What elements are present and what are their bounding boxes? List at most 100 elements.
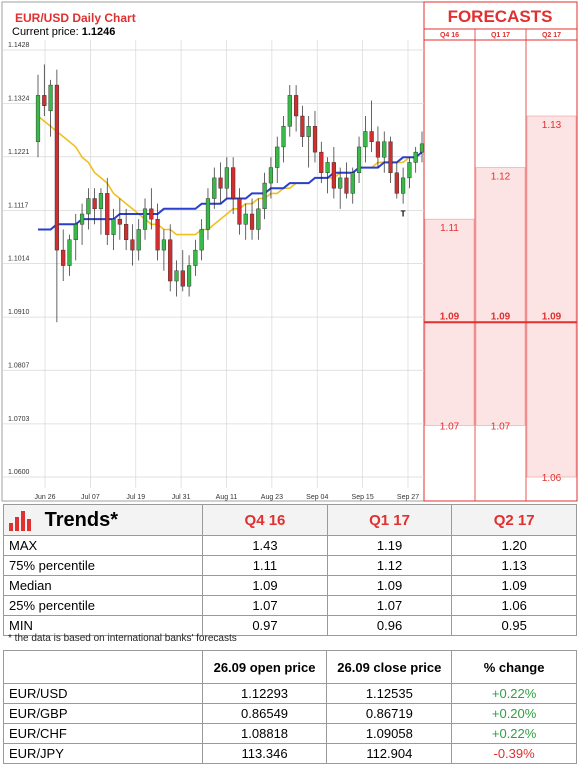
footnote: * the data is based on international ban… (8, 633, 237, 644)
candle (382, 131, 387, 173)
candle (294, 85, 299, 132)
y-tick-label: 1.1428 (8, 42, 30, 49)
candle (193, 239, 198, 276)
candle (300, 105, 305, 147)
x-tick-label: Sep 15 (352, 494, 374, 501)
y-tick-label: 1.0703 (8, 416, 30, 423)
candle (67, 234, 72, 276)
candle (375, 126, 381, 168)
table-row: EUR/JPY 113.346 112.904 -0.39% (3, 743, 577, 764)
current-price-line: Current price: 1.1246 (12, 26, 115, 38)
candle (275, 136, 280, 184)
forecast-value-label: 1.09 (491, 311, 511, 322)
trends-table: Trends* Q4 16 Q1 17 Q2 17 MAX 1.43 1.19 … (2, 504, 577, 636)
candle (199, 219, 204, 261)
open-price: 0.86549 (201, 703, 328, 724)
candle (92, 188, 97, 225)
candle (142, 198, 148, 240)
candle (168, 224, 173, 292)
trends-col-q4-16: Q4 16 (202, 504, 328, 536)
row-label: 25% percentile (2, 595, 204, 616)
cell-value: 1.09 (451, 575, 577, 596)
forecast-value-label: 1.12 (491, 172, 511, 183)
candle (256, 198, 261, 240)
x-tick-label: Jul 19 (126, 494, 145, 501)
cell-value: 1.07 (326, 595, 453, 616)
x-tick-label: Sep 27 (397, 494, 419, 501)
candle (117, 198, 122, 240)
candle (312, 110, 318, 163)
candle (331, 146, 336, 199)
y-tick-label: 1.0600 (8, 469, 30, 476)
candle (249, 198, 255, 240)
eurusd-chart: FORECASTS EUR/USD Daily Chart Current pr… (1, 1, 578, 502)
row-label: 75% percentile (2, 555, 204, 576)
candle (394, 162, 399, 199)
close-price: 0.86719 (326, 703, 453, 724)
candle (401, 167, 406, 204)
x-tick-label: Sep 04 (306, 494, 328, 501)
candle (86, 188, 91, 230)
cell-value: 1.12 (326, 555, 453, 576)
close-price: 1.12535 (326, 683, 453, 704)
cell-value: 1.43 (202, 535, 328, 556)
y-tick-label: 1.1324 (8, 96, 30, 103)
candle (124, 208, 129, 251)
cell-value: 1.20 (451, 535, 577, 556)
pair-label: EUR/GBP (3, 703, 203, 724)
change-value: -0.39% (451, 743, 577, 764)
pair-label: EUR/USD (3, 683, 203, 704)
candle (243, 203, 248, 240)
trends-header-row: Trends* Q4 16 Q1 17 Q2 17 (2, 504, 577, 536)
candle (149, 188, 154, 230)
change-value: +0.22% (451, 683, 577, 704)
candle (356, 136, 362, 184)
forecast-value-label: 1.09 (440, 311, 460, 322)
candle (325, 157, 330, 194)
candle (180, 250, 185, 292)
table-row: EUR/USD 1.12293 1.12535 +0.22% (3, 683, 577, 704)
candle (136, 219, 141, 261)
table-row: MIN 0.97 0.96 0.95 (2, 615, 577, 636)
prices-col-close: 26.09 close price (326, 650, 453, 684)
trends-col-q1-17: Q1 17 (326, 504, 453, 536)
prices-table: 26.09 open price 26.09 close price % cha… (3, 650, 577, 764)
candle (344, 162, 349, 199)
pair-label: EUR/CHF (3, 723, 203, 744)
candle (54, 69, 59, 323)
candle (281, 116, 286, 163)
chart-title: EUR/USD Daily Chart (15, 11, 136, 25)
candle (306, 116, 311, 168)
table-row: 25% percentile 1.07 1.07 1.06 (2, 595, 577, 616)
candle (61, 229, 66, 282)
cell-value: 1.19 (326, 535, 453, 556)
candle (79, 203, 85, 245)
candle (111, 208, 116, 251)
cell-value: 0.96 (326, 615, 453, 636)
change-value: +0.20% (451, 703, 577, 724)
forecast-range-bar (526, 115, 577, 478)
candle (369, 100, 374, 153)
candle (73, 213, 78, 261)
y-tick-label: 1.0910 (8, 309, 30, 316)
trends-col-q2-17: Q2 17 (451, 504, 577, 536)
chart-annotation: T (401, 209, 406, 218)
candle (413, 146, 418, 173)
cell-value: 0.95 (451, 615, 577, 636)
candle (212, 167, 217, 209)
forecasts-title: FORECASTS (448, 7, 553, 26)
cell-value: 0.97 (202, 615, 328, 636)
forecast-quarter-label: Q1 17 (491, 32, 510, 39)
candle (161, 229, 166, 271)
row-label: MIN (2, 615, 204, 636)
candle (98, 188, 104, 235)
candle (338, 167, 343, 209)
trends-title: Trends* (44, 508, 118, 531)
prices-col-change: % change (451, 650, 577, 684)
open-price: 113.346 (201, 743, 328, 764)
candle (48, 79, 53, 137)
forecast-quarter-label: Q2 17 (542, 32, 561, 39)
forecast-quarter-label: Q4 16 (440, 32, 459, 39)
candle (237, 188, 242, 235)
candle (130, 224, 135, 266)
